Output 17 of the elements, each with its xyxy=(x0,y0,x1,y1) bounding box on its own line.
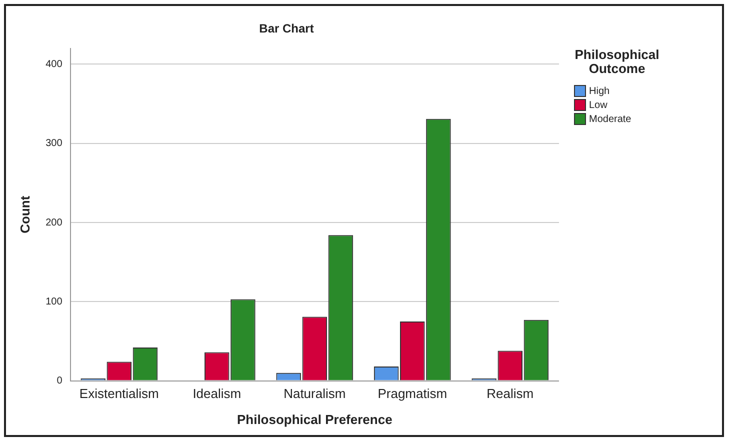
y-axis-title: Count xyxy=(17,195,32,234)
chart-title: Bar Chart xyxy=(259,22,314,36)
x-tick-label: Idealism xyxy=(192,386,242,402)
x-tick-label: Existentialism xyxy=(79,386,159,402)
y-tick-label: 400 xyxy=(46,58,63,70)
x-tick-label: Pragmatism xyxy=(378,386,448,402)
y-tick-label: 200 xyxy=(46,217,63,228)
y-tick-label: 0 xyxy=(56,376,63,387)
x-tick-label: Naturalism xyxy=(284,386,346,402)
x-tick-label: Realism xyxy=(486,386,534,402)
legend-title: Philosophical Outcome xyxy=(574,47,660,76)
x-axis-title: Philosophical Preference xyxy=(236,412,392,427)
legend-label: Moderate xyxy=(589,114,632,124)
legend-label: Low xyxy=(589,100,608,110)
y-tick-label: 100 xyxy=(46,296,63,308)
legend-label: High xyxy=(589,86,610,96)
y-tick-label: 300 xyxy=(46,138,63,150)
